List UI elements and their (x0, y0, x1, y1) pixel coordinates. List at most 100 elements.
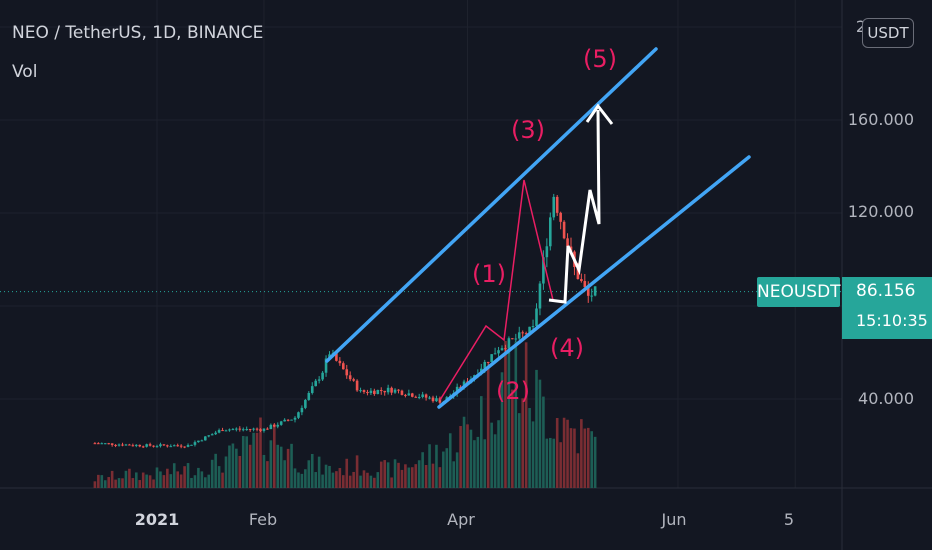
volume-bar (200, 471, 204, 488)
candle-body (172, 445, 176, 447)
volume-bar (224, 456, 228, 488)
volume-bar (259, 417, 262, 488)
wave-label-3[interactable]: (3) (511, 116, 545, 144)
volume-bar (93, 481, 97, 488)
candle-body (359, 390, 362, 392)
volume-bar (238, 455, 242, 488)
candle-body (511, 338, 514, 340)
projection-path (548, 109, 601, 304)
volume-bar (538, 379, 542, 488)
candle-body (379, 390, 383, 392)
candle-body (190, 444, 193, 446)
wave-label-2[interactable]: (2) (496, 377, 530, 405)
volume-bar (535, 369, 538, 488)
volume-bar (166, 468, 169, 488)
volume-bar (400, 469, 404, 488)
candle-body (138, 444, 142, 447)
volume-bar (245, 436, 248, 488)
volume-bar (107, 477, 110, 488)
volume-bar (290, 443, 293, 488)
candle-body (504, 348, 507, 350)
candle-body (355, 380, 359, 391)
candle-body (390, 387, 393, 393)
candle-body (321, 372, 324, 380)
candle-body (228, 429, 231, 431)
candle-body (362, 390, 366, 392)
volume-bar (424, 464, 428, 488)
candle-body (259, 429, 262, 431)
wave-label-5[interactable]: (5) (583, 45, 617, 73)
candle-body (204, 436, 207, 441)
wave-label-1[interactable]: (1) (472, 260, 506, 288)
volume-bar (524, 342, 528, 488)
candle-body (110, 443, 114, 445)
volume-bar (114, 479, 117, 488)
volume-bar (393, 459, 397, 488)
time-tick-apr: Apr (447, 510, 475, 529)
volume-bar (459, 426, 462, 488)
candle-body (507, 338, 511, 349)
volume-bar (549, 437, 552, 488)
volume-bar (328, 465, 331, 488)
candle-body (538, 283, 542, 309)
currency-unit-button[interactable]: USDT (862, 18, 914, 48)
candle-body (159, 444, 162, 447)
volume-bar (580, 419, 583, 488)
candle-body (455, 386, 459, 394)
candle-body (483, 361, 487, 369)
volume-bar (438, 467, 442, 488)
volume-bar (207, 474, 211, 488)
volume-bar (159, 471, 162, 488)
volume-bar (276, 444, 280, 488)
price-tick-160: 160.000 (847, 110, 914, 129)
volume-bar (528, 408, 531, 488)
volume-bar (228, 445, 231, 488)
volume-bar (286, 448, 290, 488)
candle-body (438, 398, 442, 403)
volume-bar (190, 477, 193, 488)
wave-label-4[interactable]: (4) (550, 334, 584, 362)
candle-body (521, 332, 524, 334)
candle-body (366, 391, 369, 394)
volume-bar (442, 451, 445, 488)
candle-body (214, 432, 217, 435)
candle-body (335, 353, 338, 361)
candle-body (286, 419, 290, 421)
volume-bar (397, 462, 400, 488)
candle-body (411, 393, 414, 397)
volume-bar (504, 340, 507, 488)
candle-body (183, 446, 186, 448)
candle-body (431, 397, 435, 402)
candle-body (304, 399, 307, 408)
candle-body (397, 389, 400, 391)
candle-body (217, 430, 221, 433)
volume-bar (169, 474, 173, 488)
volume-indicator-label[interactable]: Vol (12, 62, 38, 82)
candle-body (500, 348, 504, 351)
symbol-title[interactable]: NEO / TetherUS, 1D, BINANCE (12, 23, 264, 43)
candle-body (176, 445, 179, 447)
volume-bar (283, 460, 286, 488)
volume-bar (417, 460, 421, 488)
drawings[interactable] (325, 47, 751, 409)
candle-body (117, 444, 121, 446)
price-tick-40: 40.000 (858, 389, 914, 408)
candle-body (300, 407, 304, 413)
candle-body (342, 363, 345, 370)
volume-bar (428, 444, 431, 488)
volume-bar (252, 432, 255, 488)
volume-bar (407, 467, 411, 488)
price-tick-top: 2 (855, 17, 866, 36)
volume-bar (204, 477, 207, 488)
volume-bar (355, 455, 359, 488)
volume-bar (241, 436, 245, 488)
volume-bar (210, 459, 214, 488)
candle-body (386, 387, 390, 393)
candle-body (210, 434, 214, 436)
volume-bar (390, 477, 393, 488)
candle-body (124, 444, 128, 446)
volume-bar (297, 472, 300, 488)
